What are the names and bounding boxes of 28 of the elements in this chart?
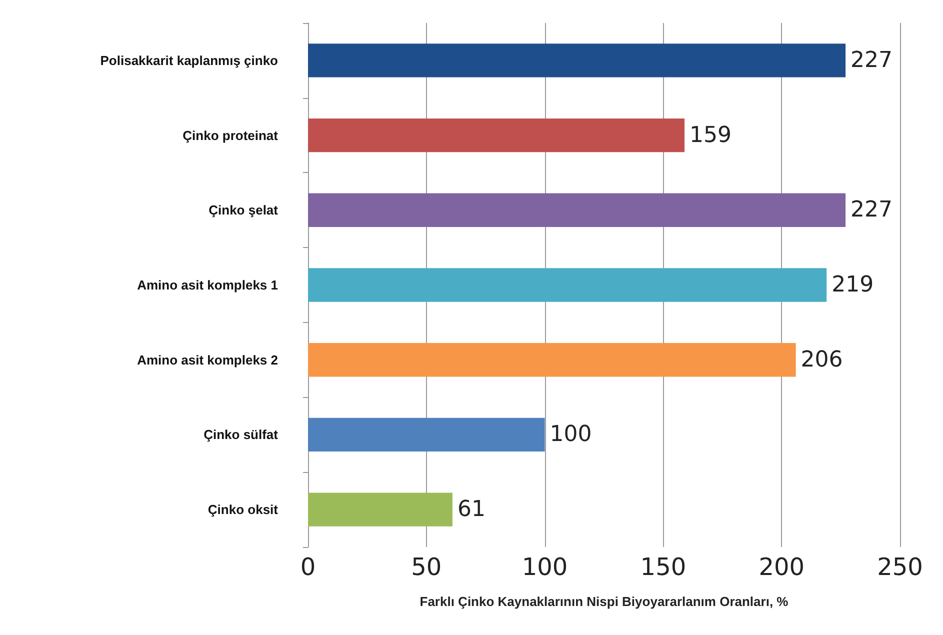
x-tick-label: 150 (640, 553, 686, 581)
bar (308, 44, 846, 78)
y-tick-label: Çinko sülfat (204, 427, 279, 442)
data-label: 61 (457, 497, 486, 522)
x-tick-label: 250 (877, 553, 923, 581)
x-tick-label: 200 (758, 553, 805, 581)
x-axis-title: Farklı Çinko Kaynaklarının Nispi Biyoyararlanım Oranları, % (420, 594, 789, 609)
data-label: 100 (550, 422, 592, 448)
data-label: 227 (850, 198, 893, 223)
x-tick-label: 50 (411, 553, 442, 581)
y-tick-label: Amino asit kompleks 2 (137, 352, 278, 368)
data-label: 206 (800, 347, 843, 372)
bar (308, 118, 685, 152)
x-tick-label: 100 (522, 553, 568, 581)
bar (308, 343, 796, 377)
y-tick-label: Amino asit kompleks 1 (137, 278, 278, 292)
data-label: 227 (850, 48, 893, 73)
y-tick-label: Polisakkarit kaplanmış çinko (100, 52, 278, 68)
bar (308, 268, 827, 302)
x-tick-label: 0 (300, 553, 316, 581)
bar (308, 418, 545, 452)
data-label: 219 (832, 272, 874, 298)
y-tick-label: Çinko şelat (208, 202, 279, 218)
y-tick-label: Çinko proteinat (182, 128, 279, 143)
data-label: 159 (690, 122, 732, 148)
y-tick-label: Çinko oksit (208, 502, 279, 518)
bar (308, 193, 846, 227)
bar (308, 492, 452, 526)
